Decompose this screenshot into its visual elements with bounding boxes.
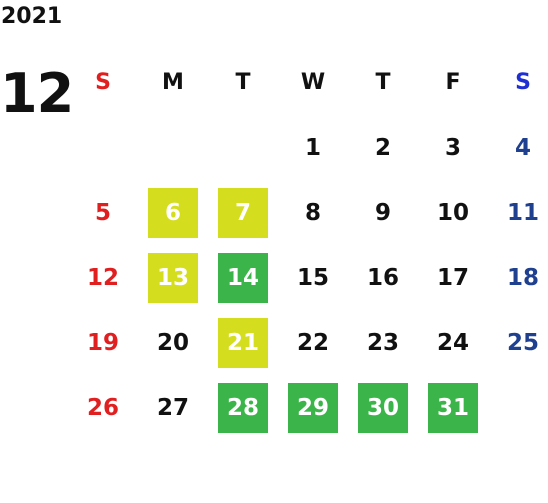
- weekday-header: S: [95, 70, 111, 95]
- weekday-header: T: [375, 70, 391, 95]
- day-number: 22: [296, 329, 329, 356]
- calendar-day[interactable]: 12: [68, 245, 138, 310]
- calendar-day[interactable]: 1: [278, 115, 348, 180]
- day-number: 13: [148, 252, 198, 303]
- day-number: 12: [86, 264, 119, 291]
- day-number: 26: [86, 394, 119, 421]
- calendar-day[interactable]: 6: [138, 180, 208, 245]
- calendar-day[interactable]: 11: [488, 180, 548, 245]
- calendar-day[interactable]: 15: [278, 245, 348, 310]
- day-number: 17: [436, 264, 469, 291]
- calendar-grid: S M T W T F S 1 2 3 4 5 6 7 8 9 10 11 12 13 14 15 16 17 18 19 20 21…: [68, 50, 548, 440]
- day-number: 19: [86, 329, 119, 356]
- calendar-day[interactable]: 27: [138, 375, 208, 440]
- day-number: 6: [148, 187, 198, 238]
- day-number: 1: [304, 134, 321, 161]
- empty-day: [488, 375, 548, 440]
- day-number: 7: [218, 187, 268, 238]
- calendar-day[interactable]: 16: [348, 245, 418, 310]
- month-label: 12: [0, 62, 74, 125]
- calendar-day[interactable]: 25: [488, 310, 548, 375]
- calendar-day[interactable]: 28: [208, 375, 278, 440]
- weekday-header: M: [162, 70, 184, 95]
- day-number: 4: [514, 134, 531, 161]
- day-number: 16: [366, 264, 399, 291]
- calendar-day[interactable]: 10: [418, 180, 488, 245]
- calendar-day[interactable]: 22: [278, 310, 348, 375]
- year-label: 2021: [1, 4, 63, 29]
- calendar-day[interactable]: 9: [348, 180, 418, 245]
- weekday-header: T: [235, 70, 251, 95]
- day-number: 3: [444, 134, 461, 161]
- day-number: 11: [506, 199, 539, 226]
- day-number: 8: [304, 199, 321, 226]
- day-number: 25: [506, 329, 539, 356]
- calendar-day[interactable]: 30: [348, 375, 418, 440]
- day-number: 31: [428, 382, 478, 433]
- calendar-day[interactable]: 20: [138, 310, 208, 375]
- calendar-day[interactable]: 26: [68, 375, 138, 440]
- day-number: 27: [156, 394, 189, 421]
- weekday-header: F: [445, 70, 461, 95]
- weekday-header: S: [515, 70, 531, 95]
- day-number: 28: [218, 382, 268, 433]
- day-number: 10: [436, 199, 469, 226]
- calendar-day[interactable]: 21: [208, 310, 278, 375]
- day-number: 9: [374, 199, 391, 226]
- calendar-day[interactable]: 13: [138, 245, 208, 310]
- calendar-day[interactable]: 7: [208, 180, 278, 245]
- weekday-header: W: [300, 70, 326, 95]
- calendar-day[interactable]: 5: [68, 180, 138, 245]
- calendar-day[interactable]: 17: [418, 245, 488, 310]
- calendar-day[interactable]: 3: [418, 115, 488, 180]
- day-number: 18: [506, 264, 539, 291]
- day-number: 21: [218, 317, 268, 368]
- calendar-day[interactable]: 2: [348, 115, 418, 180]
- empty-day: [68, 115, 138, 180]
- empty-day: [138, 115, 208, 180]
- day-number: 14: [218, 252, 268, 303]
- day-number: 23: [366, 329, 399, 356]
- day-number: 29: [288, 382, 338, 433]
- calendar-day[interactable]: 24: [418, 310, 488, 375]
- calendar-day[interactable]: 18: [488, 245, 548, 310]
- calendar-day[interactable]: 29: [278, 375, 348, 440]
- day-number: 20: [156, 329, 189, 356]
- day-number: 2: [374, 134, 391, 161]
- empty-day: [208, 115, 278, 180]
- calendar-day[interactable]: 8: [278, 180, 348, 245]
- calendar-day[interactable]: 23: [348, 310, 418, 375]
- day-number: 15: [296, 264, 329, 291]
- calendar-day[interactable]: 4: [488, 115, 548, 180]
- day-number: 24: [436, 329, 469, 356]
- day-number: 5: [94, 199, 111, 226]
- calendar-day[interactable]: 19: [68, 310, 138, 375]
- calendar-day[interactable]: 14: [208, 245, 278, 310]
- calendar-day[interactable]: 31: [418, 375, 488, 440]
- day-number: 30: [358, 382, 408, 433]
